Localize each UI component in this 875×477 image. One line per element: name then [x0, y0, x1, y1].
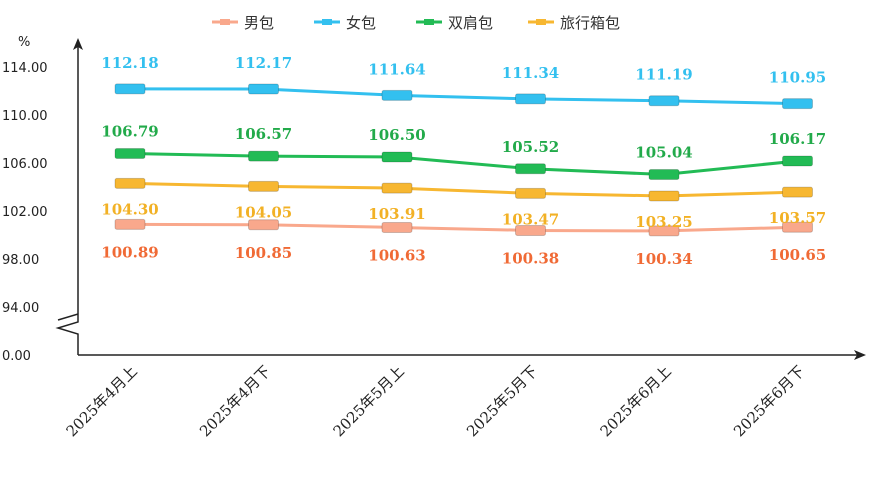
data-label: 104.30: [101, 200, 158, 218]
data-labels: 100.89 100.85 100.63 100.38 100.34 100.65 112.…: [101, 54, 826, 268]
y-axis-unit: %: [18, 35, 30, 50]
x-tick-label: 2025年4月上: [63, 362, 141, 440]
data-label: 106.50: [368, 126, 425, 144]
data-point: [515, 224, 546, 236]
data-label: 111.19: [635, 66, 692, 84]
legend-label: 女包: [346, 14, 376, 32]
data-point: [114, 148, 146, 160]
data-label: 100.34: [635, 250, 692, 268]
y-tick-label: 102.00: [2, 205, 48, 220]
data-label: 100.63: [368, 246, 425, 264]
data-point: [248, 219, 279, 231]
data-label: 104.05: [235, 203, 292, 221]
data-point: [381, 89, 413, 101]
legend: 男包 女包 双肩包 旅行箱包: [212, 14, 620, 32]
series-lines: [129, 87, 798, 233]
data-label: 100.65: [769, 246, 826, 264]
data-label: 103.57: [769, 209, 826, 227]
x-tick-label: 2025年5月下: [463, 362, 541, 440]
y-tick-label: 98.00: [2, 253, 39, 268]
y-tick-label: 106.00: [2, 157, 48, 172]
series-line: [129, 152, 798, 177]
data-label: 103.91: [368, 205, 425, 223]
series-line: [129, 222, 798, 233]
y-tick-label: 110.00: [2, 109, 48, 124]
x-tick-label: 2025年4月下: [196, 362, 274, 440]
y-axis-line: [55, 46, 79, 355]
data-point: [248, 150, 279, 162]
legend-label: 男包: [244, 14, 274, 32]
x-axis-arrow: [854, 350, 866, 360]
data-point: [782, 98, 813, 110]
data-label: 110.95: [769, 69, 826, 87]
data-label: 100.85: [235, 244, 292, 262]
data-label: 103.25: [635, 213, 692, 231]
data-point: [248, 83, 279, 95]
data-label: 112.18: [101, 54, 158, 72]
data-point: [782, 221, 813, 233]
series-markers: [114, 83, 813, 237]
legend-marker: [536, 19, 546, 25]
data-label: 112.17: [235, 54, 292, 72]
data-point: [114, 177, 146, 189]
data-point: [648, 225, 680, 237]
x-tick-label: 2025年6月下: [730, 362, 808, 440]
data-label: 111.34: [502, 64, 559, 82]
legend-marker: [322, 19, 332, 25]
data-point: [648, 95, 680, 107]
data-point: [381, 182, 413, 194]
legend-marker: [220, 19, 230, 25]
data-point: [381, 151, 413, 163]
data-label: 106.57: [235, 125, 292, 143]
data-point: [515, 93, 546, 105]
x-tick-label: 2025年5月上: [330, 362, 408, 440]
data-point: [648, 169, 680, 181]
series-line: [129, 87, 798, 106]
data-label: 105.52: [502, 138, 559, 156]
data-point: [515, 187, 546, 199]
legend-label: 旅行箱包: [560, 14, 620, 32]
data-label: 105.04: [635, 144, 692, 162]
data-label: 106.17: [769, 130, 826, 148]
data-label: 100.38: [502, 249, 559, 267]
data-point: [648, 190, 680, 202]
legend-label: 双肩包: [448, 14, 493, 32]
y-axis-arrow: [73, 38, 83, 50]
data-point: [114, 218, 146, 230]
y-tick-label: 0.00: [2, 349, 31, 364]
data-point: [114, 83, 146, 95]
y-tick-label: 94.00: [2, 301, 39, 316]
data-point: [381, 221, 413, 233]
legend-marker: [424, 19, 434, 25]
x-tick-label: 2025年6月上: [597, 362, 675, 440]
y-tick-label: 114.00: [2, 61, 48, 76]
drop-lines: [129, 88, 798, 355]
data-label: 100.89: [101, 243, 158, 261]
data-point: [515, 163, 546, 175]
data-label: 106.79: [101, 123, 158, 141]
data-label: 103.47: [502, 210, 559, 228]
data-point: [248, 180, 279, 192]
series-line: [129, 181, 798, 198]
data-label: 111.64: [368, 60, 425, 78]
data-point: [782, 186, 813, 198]
data-point: [782, 155, 813, 167]
